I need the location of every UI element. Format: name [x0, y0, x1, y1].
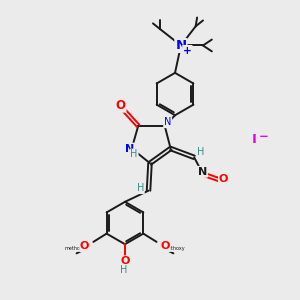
Text: O: O: [116, 99, 126, 112]
Text: O: O: [81, 241, 90, 251]
Text: I: I: [252, 133, 257, 146]
Text: N: N: [164, 117, 171, 127]
Text: −: −: [258, 130, 268, 143]
Text: O: O: [160, 241, 169, 251]
Text: O: O: [80, 241, 89, 251]
Text: O: O: [120, 256, 130, 266]
Text: H: H: [130, 149, 138, 159]
Text: H: H: [197, 147, 204, 157]
Text: methoxy: methoxy: [65, 246, 86, 251]
Text: O: O: [161, 241, 170, 251]
Text: N: N: [125, 143, 134, 154]
Text: +: +: [183, 46, 192, 56]
Text: H: H: [136, 183, 144, 193]
Text: H: H: [120, 265, 127, 275]
Text: methoxy: methoxy: [164, 246, 185, 251]
Text: N: N: [198, 167, 207, 177]
Text: N: N: [176, 39, 187, 52]
Text: O: O: [219, 174, 228, 184]
